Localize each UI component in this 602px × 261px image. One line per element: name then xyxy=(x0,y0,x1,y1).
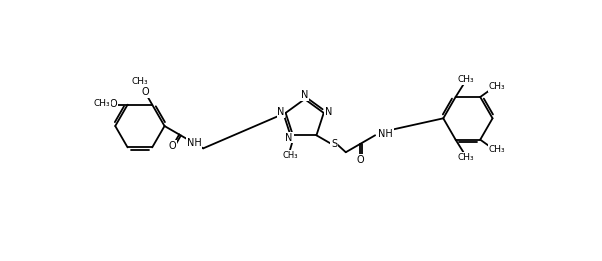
Text: O: O xyxy=(141,87,149,97)
Text: NH: NH xyxy=(378,129,393,139)
Text: CH₃: CH₃ xyxy=(489,82,506,92)
Text: CH₃: CH₃ xyxy=(489,145,506,154)
Text: NH: NH xyxy=(187,138,201,148)
Text: CH₃: CH₃ xyxy=(282,151,297,160)
Text: O: O xyxy=(169,141,176,151)
Text: S: S xyxy=(331,139,337,149)
Text: CH₃: CH₃ xyxy=(94,99,111,108)
Text: N: N xyxy=(285,133,293,143)
Text: N: N xyxy=(301,90,308,100)
Text: N: N xyxy=(278,107,285,117)
Text: N: N xyxy=(324,107,332,117)
Text: CH₃: CH₃ xyxy=(131,78,148,86)
Text: CH₃: CH₃ xyxy=(458,153,474,162)
Text: O: O xyxy=(356,155,364,165)
Text: CH₃: CH₃ xyxy=(458,75,474,84)
Text: O: O xyxy=(110,99,117,109)
